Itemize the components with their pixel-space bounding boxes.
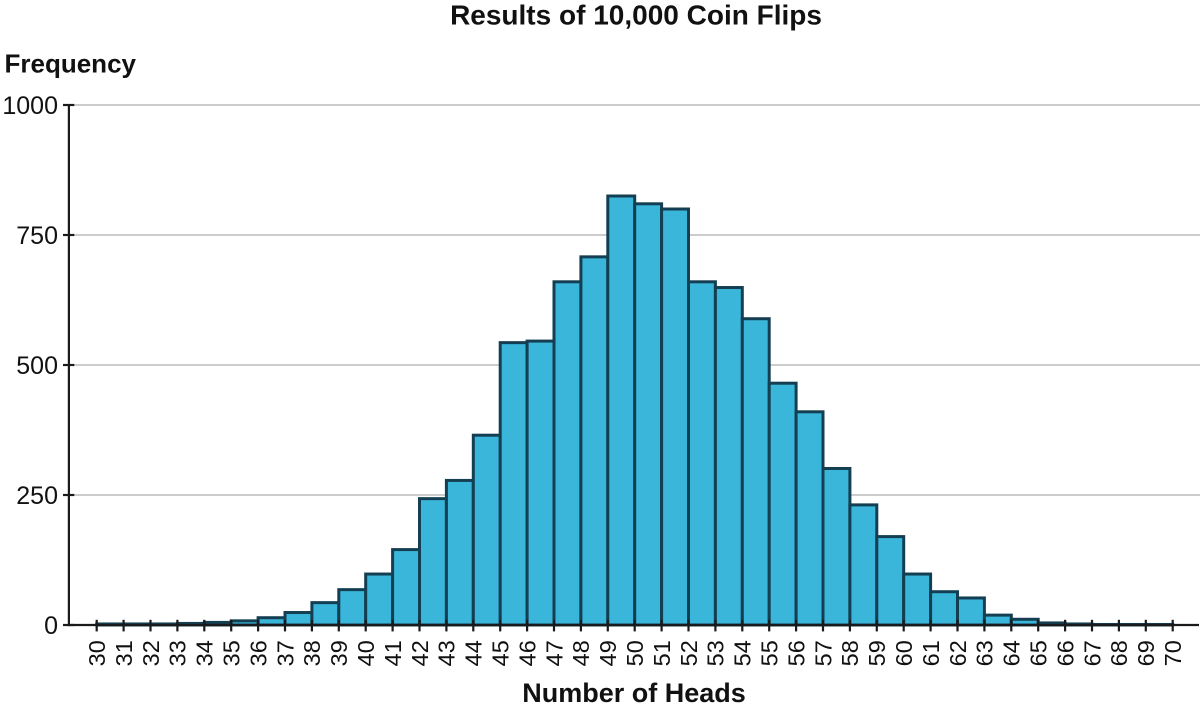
svg-text:49: 49	[595, 640, 621, 666]
svg-text:47: 47	[541, 640, 567, 666]
svg-text:36: 36	[245, 640, 271, 666]
svg-text:45: 45	[488, 640, 514, 666]
svg-text:44: 44	[461, 640, 487, 666]
svg-text:65: 65	[1026, 640, 1052, 666]
svg-text:42: 42	[407, 640, 433, 666]
svg-text:57: 57	[810, 640, 836, 666]
svg-text:60: 60	[891, 640, 917, 666]
svg-text:59: 59	[864, 640, 890, 666]
svg-text:250: 250	[16, 482, 58, 510]
svg-text:50: 50	[622, 640, 648, 666]
svg-text:54: 54	[730, 640, 756, 666]
svg-text:Frequency: Frequency	[5, 49, 137, 79]
svg-text:67: 67	[1079, 640, 1105, 666]
svg-text:Results of 10,000 Coin Flips: Results of 10,000 Coin Flips	[450, 0, 822, 31]
svg-text:500: 500	[16, 352, 58, 380]
svg-text:63: 63	[972, 640, 998, 666]
svg-text:48: 48	[568, 640, 594, 666]
svg-text:31: 31	[111, 640, 137, 666]
svg-text:68: 68	[1106, 640, 1132, 666]
svg-text:55: 55	[757, 640, 783, 666]
svg-text:51: 51	[649, 640, 675, 666]
svg-text:0: 0	[44, 612, 58, 640]
svg-text:37: 37	[272, 640, 298, 666]
svg-text:52: 52	[676, 640, 702, 666]
svg-text:62: 62	[945, 640, 971, 666]
svg-text:Number of Heads: Number of Heads	[522, 678, 746, 708]
svg-text:66: 66	[1052, 640, 1078, 666]
svg-text:53: 53	[703, 640, 729, 666]
svg-text:35: 35	[219, 640, 245, 666]
svg-text:64: 64	[999, 640, 1025, 666]
svg-text:43: 43	[434, 640, 460, 666]
svg-text:38: 38	[299, 640, 325, 666]
svg-text:34: 34	[192, 640, 218, 666]
svg-text:46: 46	[514, 640, 540, 666]
svg-text:750: 750	[16, 222, 58, 250]
svg-text:40: 40	[353, 640, 379, 666]
svg-text:58: 58	[837, 640, 863, 666]
svg-text:41: 41	[380, 640, 406, 666]
svg-text:30: 30	[84, 640, 110, 666]
svg-text:1000: 1000	[2, 92, 58, 120]
svg-text:39: 39	[326, 640, 352, 666]
svg-text:70: 70	[1160, 640, 1186, 666]
svg-text:61: 61	[918, 640, 944, 666]
svg-text:32: 32	[138, 640, 164, 666]
svg-text:56: 56	[783, 640, 809, 666]
svg-text:69: 69	[1133, 640, 1159, 666]
svg-text:33: 33	[165, 640, 191, 666]
